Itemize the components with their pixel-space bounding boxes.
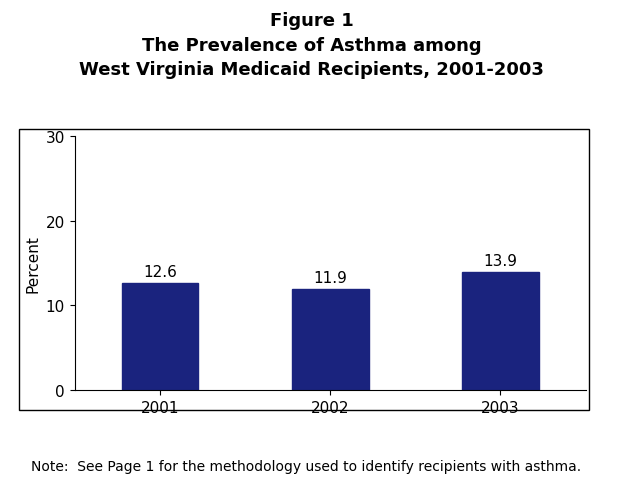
Text: Note:  See Page 1 for the methodology used to identify recipients with asthma.: Note: See Page 1 for the methodology use… [31,459,581,473]
Bar [121,284,198,390]
Text: 11.9: 11.9 [313,270,347,285]
Y-axis label: Percent: Percent [25,235,40,292]
Bar [292,290,369,390]
Text: The Prevalence of Asthma among: The Prevalence of Asthma among [141,37,482,55]
Text: 12.6: 12.6 [143,264,177,280]
Text: 13.9: 13.9 [483,254,518,268]
Text: Figure 1: Figure 1 [270,12,353,30]
Bar [462,273,539,390]
Text: West Virginia Medicaid Recipients, 2001-2003: West Virginia Medicaid Recipients, 2001-… [79,61,544,79]
